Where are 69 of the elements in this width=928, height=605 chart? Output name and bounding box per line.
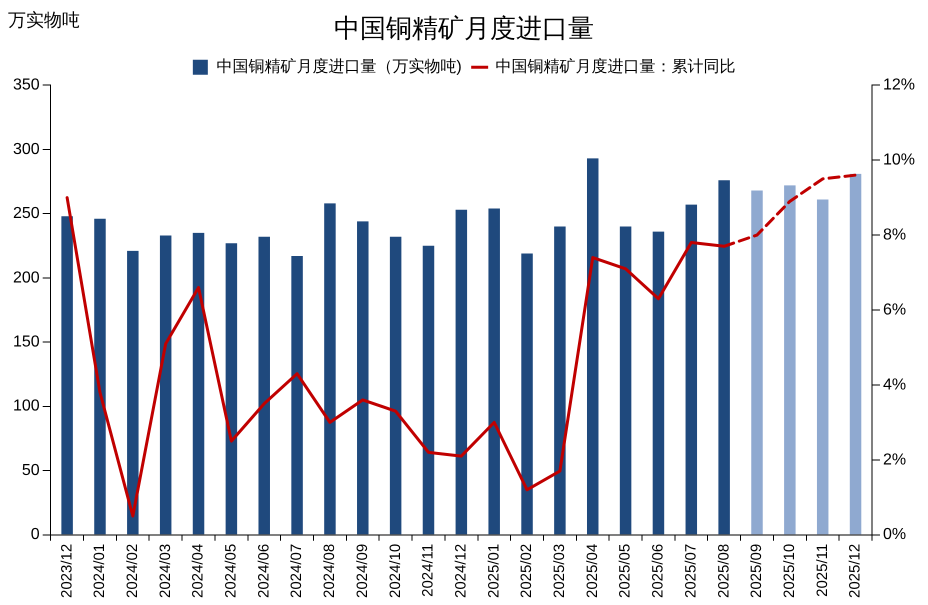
x-tick-label: 2024/09 (354, 544, 371, 598)
bar (718, 180, 730, 534)
x-tick-label: 2025/07 (682, 544, 700, 598)
bar (554, 226, 566, 534)
x-tick-label: 2025/08 (715, 544, 732, 598)
chart-title: 中国铜精矿月度进口量 (334, 12, 594, 43)
bar (586, 158, 598, 534)
bar (291, 256, 303, 534)
x-tick-label: 2024/11 (420, 544, 437, 597)
bar (226, 243, 238, 534)
bar (456, 210, 468, 534)
y-tick-label: 50 (22, 462, 40, 479)
x-tick-label: 2024/03 (156, 544, 174, 598)
y2-tick-label: 8% (882, 226, 906, 244)
legend-label: 中国铜精矿月度进口量（万实物吨) (216, 58, 462, 76)
x-tick-label: 2025/09 (748, 544, 766, 598)
bar (357, 221, 369, 534)
y-tick-label: 300 (12, 140, 40, 158)
y2-tick-label: 2% (882, 451, 906, 468)
x-tick-label: 2024/04 (190, 544, 207, 598)
bar (324, 203, 336, 534)
x-tick-label: 2025/05 (616, 544, 634, 598)
bar (652, 232, 664, 534)
y-tick-label: 100 (12, 398, 40, 415)
y-axis-title: 万实物吨 (8, 10, 80, 30)
bar (850, 174, 862, 534)
x-tick-label: 2024/07 (288, 544, 306, 598)
bar (488, 208, 500, 534)
bar (620, 226, 632, 534)
x-tick-label: 2024/08 (321, 544, 338, 598)
x-tick-label: 2025/02 (518, 544, 536, 598)
x-tick-label: 2024/02 (124, 544, 141, 598)
bar (127, 250, 139, 534)
bar (94, 218, 106, 534)
bar (390, 236, 402, 534)
y2-tick-label: 6% (882, 301, 906, 318)
x-tick-label: 2024/06 (255, 544, 272, 598)
x-tick-label: 2024/10 (386, 544, 404, 598)
legend-label: 中国铜精矿月度进口量：累计同比 (496, 58, 736, 76)
y2-tick-label: 10% (882, 152, 916, 169)
bar (61, 216, 73, 534)
x-tick-label: 2025/04 (584, 544, 601, 598)
bar (258, 236, 270, 534)
y2-tick-label: 4% (882, 376, 906, 394)
bar (686, 204, 698, 534)
y-tick-label: 0 (30, 526, 40, 544)
x-tick-label: 2023/12 (58, 544, 76, 598)
y-tick-label: 150 (12, 334, 40, 351)
x-tick-label: 2025/01 (485, 544, 502, 598)
x-tick-label: 2025/10 (780, 544, 798, 598)
x-tick-label: 2024/12 (452, 544, 470, 598)
y2-tick-label: 12% (882, 76, 916, 94)
y-tick-label: 200 (12, 269, 40, 286)
bar (784, 185, 796, 534)
x-tick-label: 2024/01 (91, 544, 108, 598)
x-tick-label: 2025/06 (650, 544, 667, 598)
x-tick-label: 2025/11 (814, 544, 831, 597)
bar (160, 235, 172, 534)
y-tick-label: 250 (12, 205, 40, 222)
bar (751, 190, 763, 534)
bar (422, 246, 434, 534)
bar (816, 200, 828, 534)
x-tick-label: 2024/05 (222, 544, 240, 598)
x-tick-label: 2025/03 (551, 544, 568, 598)
y2-tick-label: 0% (882, 526, 906, 544)
bar (192, 232, 204, 534)
bar (521, 253, 533, 534)
x-tick-label: 2025/12 (846, 544, 864, 598)
y-tick-label: 350 (12, 76, 40, 94)
